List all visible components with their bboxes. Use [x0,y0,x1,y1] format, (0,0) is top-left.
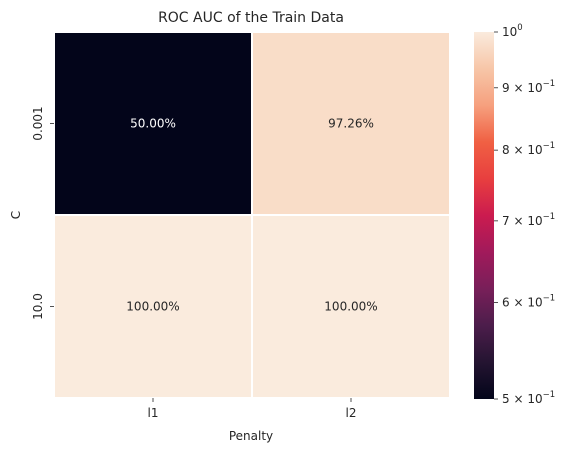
colorbar-tick-label: 7 × 10−1 [502,212,555,228]
heatmap-cells: 50.00% 97.26% 100.00% 100.00% [53,31,451,399]
colorbar-tick-label: 8 × 10−1 [502,141,555,157]
colorbar-tick-label: 100 [502,23,523,39]
y-axis-label: C [9,211,23,219]
y-tick-label: 10.0 [31,293,45,320]
colorbar-ticks: 100 9 × 10−1 8 × 10−1 7 × 10−1 6 × 10−1 5 × 1… [494,23,555,406]
colorbar-gradient [474,32,494,399]
heatmap-cell [251,31,451,216]
chart-title: ROC AUC of the Train Data [158,10,344,26]
y-tick-label: 0.001 [31,106,45,140]
cell-annotation: 97.26% [328,117,374,131]
colorbar: 100 9 × 10−1 8 × 10−1 7 × 10−1 6 × 10−1 5 × 1… [474,23,555,406]
heatmap-cell [53,214,253,399]
x-tick-label: l1 [148,406,159,420]
axis-ticks: l1 l2 0.001 10.0 [31,106,356,420]
x-axis-label: Penalty [229,429,273,443]
cell-annotation: 100.00% [126,300,179,314]
colorbar-tick-label: 9 × 10−1 [502,79,555,95]
colorbar-tick-label: 6 × 10−1 [502,293,555,309]
heatmap-cell [53,31,253,216]
heatmap-cell [251,214,451,399]
cell-annotation: 50.00% [130,117,176,131]
colorbar-tick-label: 5 × 10−1 [502,390,555,406]
x-tick-label: l2 [346,406,357,420]
cell-annotation: 100.00% [324,300,377,314]
